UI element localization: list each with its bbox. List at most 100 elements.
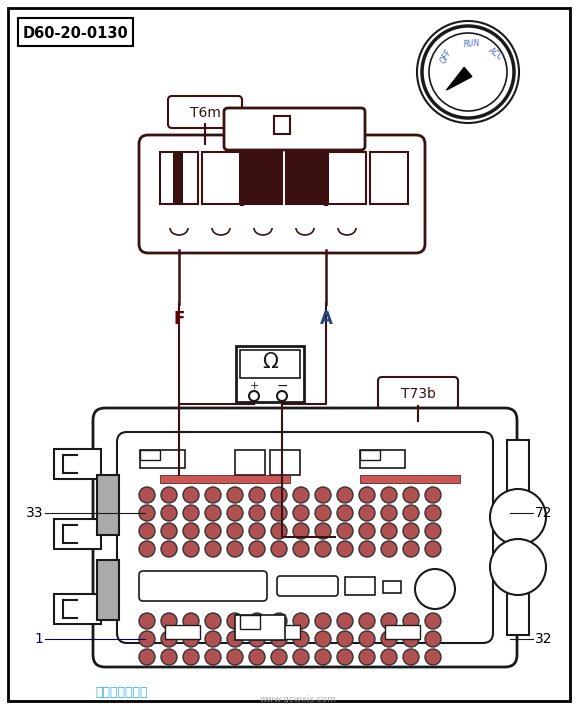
Circle shape (139, 613, 155, 629)
Circle shape (337, 541, 353, 557)
Circle shape (425, 541, 441, 557)
Circle shape (227, 649, 243, 665)
Bar (385, 625, 420, 639)
Bar (360, 475, 460, 483)
Circle shape (205, 649, 221, 665)
Bar (265, 625, 300, 639)
Circle shape (271, 649, 287, 665)
Text: 32: 32 (535, 632, 553, 646)
Bar (383, 581, 401, 593)
Circle shape (183, 613, 199, 629)
Circle shape (490, 489, 546, 545)
FancyBboxPatch shape (54, 519, 101, 549)
Bar (270, 450, 300, 475)
Circle shape (183, 541, 199, 557)
FancyBboxPatch shape (139, 571, 267, 601)
Circle shape (293, 523, 309, 539)
Circle shape (403, 541, 419, 557)
Bar (507, 440, 529, 635)
Circle shape (205, 631, 221, 647)
Circle shape (277, 391, 287, 401)
Bar (286, 152, 324, 204)
Bar (97, 475, 119, 535)
Circle shape (139, 649, 155, 665)
Circle shape (403, 505, 419, 521)
Bar (173, 152, 183, 204)
Circle shape (490, 539, 546, 595)
Text: OFF: OFF (438, 48, 454, 65)
Circle shape (271, 523, 287, 539)
Circle shape (337, 487, 353, 503)
Circle shape (183, 631, 199, 647)
Circle shape (337, 505, 353, 521)
Circle shape (293, 649, 309, 665)
Circle shape (205, 487, 221, 503)
Circle shape (381, 487, 397, 503)
Text: 汽车维修技术网: 汽车维修技术网 (95, 687, 147, 700)
Circle shape (381, 505, 397, 521)
Bar (160, 152, 198, 204)
Bar (140, 450, 160, 460)
Circle shape (403, 613, 419, 629)
Circle shape (161, 613, 177, 629)
Circle shape (183, 505, 199, 521)
Text: ACC: ACC (486, 46, 504, 63)
Text: A: A (320, 310, 332, 328)
Circle shape (425, 649, 441, 665)
FancyBboxPatch shape (93, 408, 517, 667)
Circle shape (315, 487, 331, 503)
Circle shape (425, 505, 441, 521)
Circle shape (161, 505, 177, 521)
Circle shape (293, 505, 309, 521)
Circle shape (293, 613, 309, 629)
Circle shape (293, 487, 309, 503)
Text: 1: 1 (34, 632, 43, 646)
Circle shape (183, 523, 199, 539)
Circle shape (315, 523, 331, 539)
Circle shape (381, 631, 397, 647)
Circle shape (227, 523, 243, 539)
Circle shape (315, 613, 331, 629)
Bar (274, 116, 290, 134)
FancyBboxPatch shape (139, 135, 425, 253)
Circle shape (359, 631, 375, 647)
Circle shape (227, 613, 243, 629)
Circle shape (359, 523, 375, 539)
Circle shape (425, 487, 441, 503)
FancyBboxPatch shape (378, 377, 458, 409)
Circle shape (249, 541, 265, 557)
Text: D60-20-0130: D60-20-0130 (22, 26, 128, 41)
Circle shape (293, 631, 309, 647)
Circle shape (227, 631, 243, 647)
Circle shape (315, 631, 331, 647)
Text: T6m: T6m (190, 106, 220, 120)
Bar (345, 577, 375, 595)
Text: T73b: T73b (401, 387, 436, 401)
Text: −: − (276, 379, 288, 393)
Circle shape (359, 505, 375, 521)
Circle shape (271, 631, 287, 647)
FancyBboxPatch shape (168, 96, 242, 128)
Circle shape (403, 523, 419, 539)
Circle shape (161, 631, 177, 647)
Bar (235, 450, 265, 475)
Polygon shape (447, 68, 472, 90)
Bar (18, 18, 133, 46)
Circle shape (139, 523, 155, 539)
Circle shape (337, 523, 353, 539)
Bar (140, 450, 185, 468)
Circle shape (205, 541, 221, 557)
Circle shape (425, 613, 441, 629)
Bar (97, 560, 119, 620)
Circle shape (161, 649, 177, 665)
Circle shape (337, 631, 353, 647)
Text: 33: 33 (26, 506, 43, 520)
Circle shape (403, 487, 419, 503)
Circle shape (271, 487, 287, 503)
Circle shape (205, 505, 221, 521)
Circle shape (425, 631, 441, 647)
Text: www.qcwxjs.com: www.qcwxjs.com (260, 695, 337, 705)
Circle shape (205, 523, 221, 539)
Circle shape (381, 523, 397, 539)
Bar (160, 475, 290, 483)
